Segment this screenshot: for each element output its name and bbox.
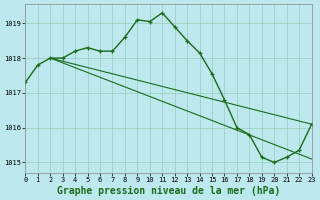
X-axis label: Graphe pression niveau de la mer (hPa): Graphe pression niveau de la mer (hPa) — [57, 186, 280, 196]
